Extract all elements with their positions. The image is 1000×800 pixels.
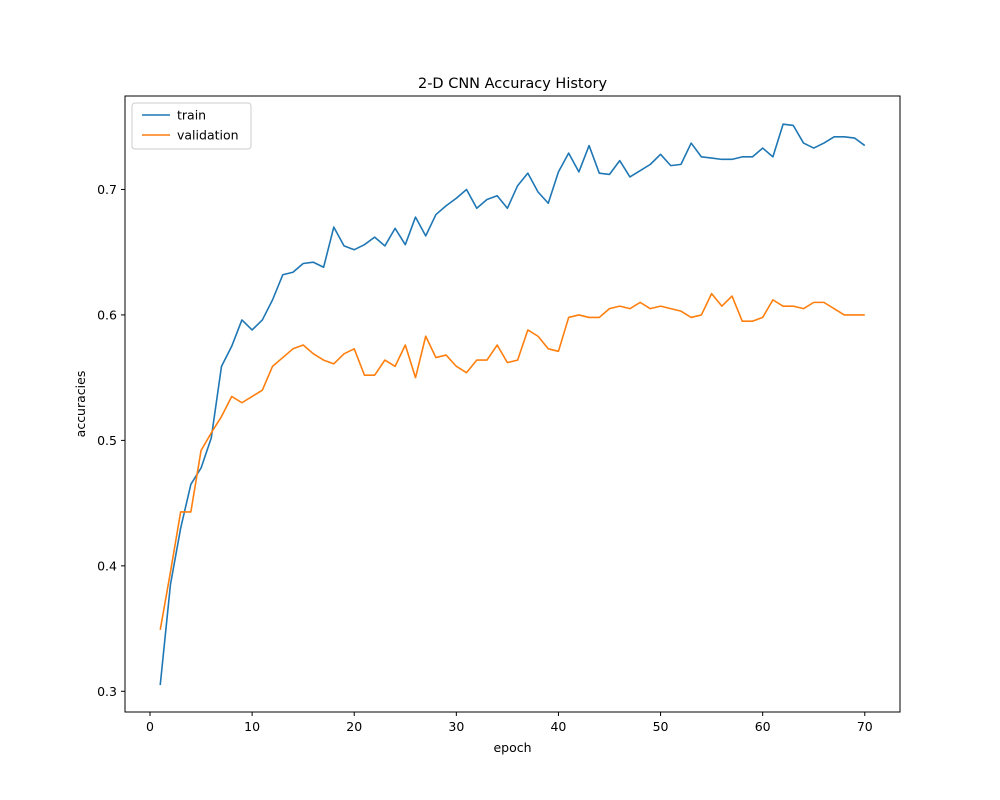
- y-axis-ticks: 0.3 0.4 0.5 0.6 0.7: [97, 182, 125, 699]
- series-line-train: [159, 123, 866, 686]
- legend-label-validation: validation: [177, 128, 239, 143]
- y-tick-label: 0.7: [97, 182, 117, 197]
- chart-title: 2-D CNN Accuracy History: [418, 76, 607, 92]
- x-tick-label: 0: [146, 719, 154, 734]
- y-tick-label: 0.5: [97, 433, 117, 448]
- x-tick-label: 60: [755, 719, 771, 734]
- x-tick-label: 10: [244, 719, 260, 734]
- x-tick-label: 40: [550, 719, 566, 734]
- plot-area: [124, 95, 901, 713]
- legend: train validation: [131, 102, 252, 150]
- x-tick-label: 30: [448, 719, 464, 734]
- x-tick-label: 70: [857, 719, 873, 734]
- x-axis-label: epoch: [493, 740, 531, 755]
- x-axis-ticks: 0 10 20 30 40 50 60 70: [146, 712, 873, 734]
- x-tick-label: 20: [346, 719, 362, 734]
- y-tick-label: 0.6: [97, 307, 117, 322]
- y-tick-label: 0.4: [97, 558, 117, 573]
- y-axis-label: accuracies: [73, 371, 88, 438]
- y-tick-label: 0.3: [97, 684, 117, 699]
- plot-frame: [124, 95, 901, 713]
- series-line-validation: [159, 292, 865, 630]
- legend-label-train: train: [177, 108, 206, 123]
- x-tick-label: 50: [653, 719, 669, 734]
